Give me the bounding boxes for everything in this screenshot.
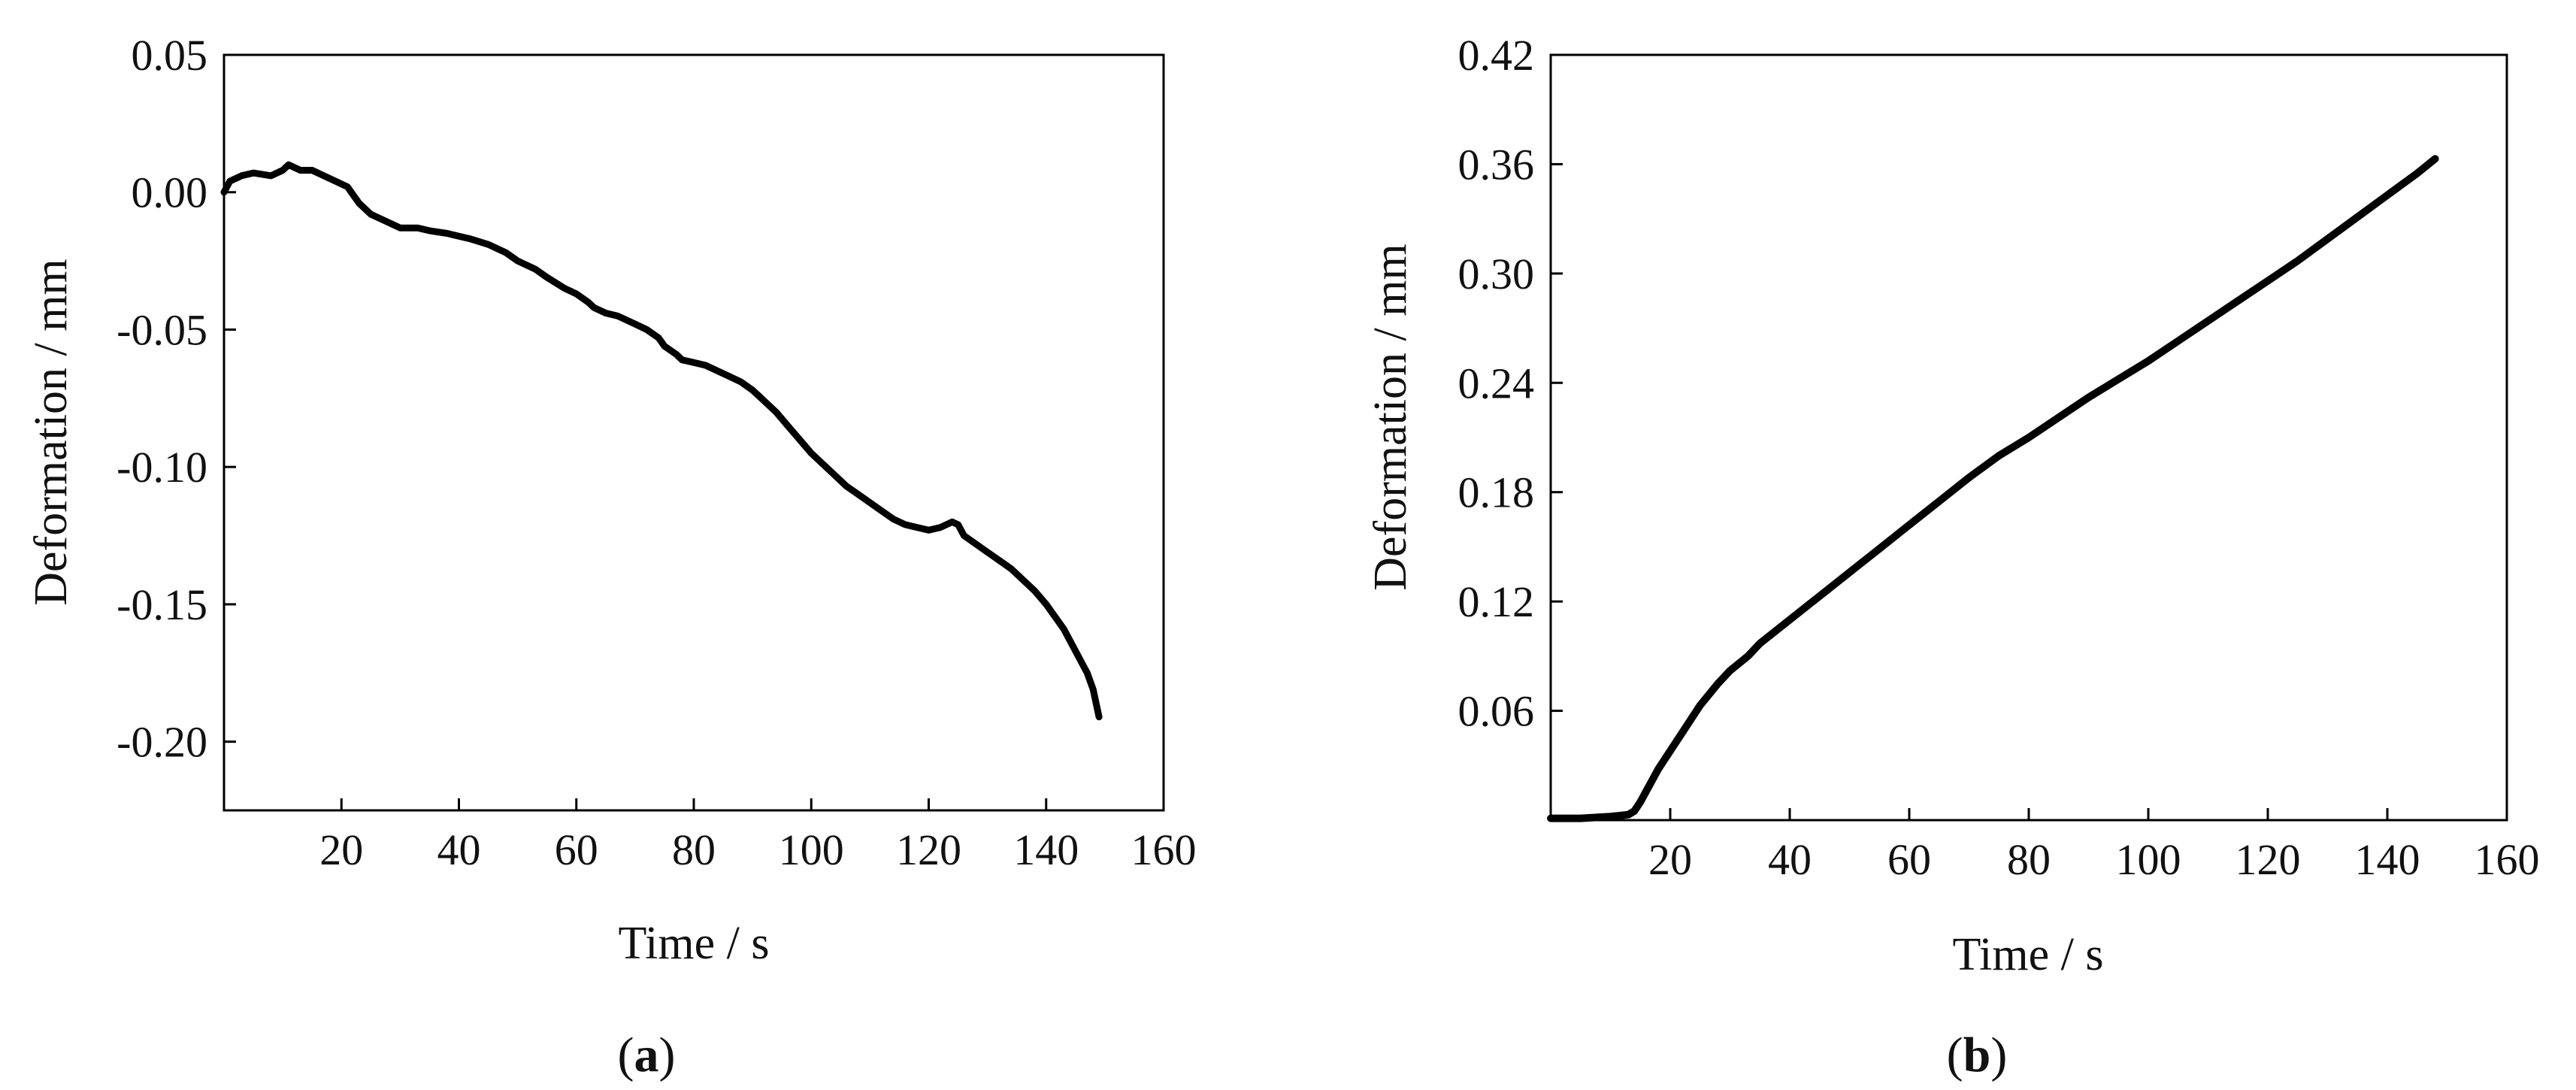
x-axis-title-b: Time / s bbox=[1952, 929, 2103, 980]
deformation-line-a bbox=[220, 161, 1103, 721]
y-tick-label: 0.30 bbox=[1458, 250, 1535, 298]
panel-label-b: b bbox=[1963, 1028, 1991, 1082]
x-tick-label: 140 bbox=[2355, 835, 2420, 884]
y-tick-label: -0.20 bbox=[117, 718, 207, 767]
x-tick-label: 60 bbox=[555, 825, 598, 874]
x-tick-label: 40 bbox=[437, 825, 481, 874]
x-tick-label: 120 bbox=[896, 825, 961, 874]
plot-frame-a bbox=[222, 53, 1165, 812]
y-tick-label: 0.18 bbox=[1458, 468, 1535, 517]
y-tick-label: -0.10 bbox=[117, 443, 207, 492]
y-tick-label: 0.12 bbox=[1458, 577, 1535, 626]
chart-panel-b: 0.06 0.12 0.18 0.24 0.30 0.36 0.42 20 40 60 80 100… bbox=[1365, 31, 2540, 1082]
x-tick-label: 20 bbox=[319, 825, 363, 874]
y-tick-label: 0.06 bbox=[1458, 687, 1535, 736]
y-tick-label: 0.42 bbox=[1458, 31, 1535, 80]
x-tick-label: 80 bbox=[672, 825, 716, 874]
y-tick-label: -0.15 bbox=[117, 580, 207, 629]
y-tick-label: 0.36 bbox=[1458, 140, 1535, 189]
x-axis-ticks-a: 20 40 60 80 100 120 140 160 bbox=[319, 798, 1197, 874]
y-tick-label: 0.24 bbox=[1458, 359, 1535, 407]
y-tick-label: 0.00 bbox=[132, 168, 208, 217]
y-tick-label: 0.05 bbox=[132, 31, 208, 80]
y-axis-title-b: Deformation / mm bbox=[1365, 244, 1416, 590]
x-axis-ticks-b: 20 40 60 80 100 120 140 160 bbox=[1648, 808, 2540, 884]
deformation-line-b bbox=[1547, 155, 2439, 822]
x-tick-label: 100 bbox=[2116, 835, 2181, 884]
x-tick-label: 100 bbox=[779, 825, 844, 874]
x-tick-label: 140 bbox=[1013, 825, 1079, 874]
chart-panel-a: 0.05 0.00 -0.05 -0.10 -0.15 -0.20 20 40 60 80 100… bbox=[26, 31, 1197, 1082]
y-axis-ticks-b: 0.06 0.12 0.18 0.24 0.30 0.36 0.42 bbox=[1458, 31, 1563, 736]
x-tick-label: 160 bbox=[1131, 825, 1197, 874]
x-axis-title-a: Time / s bbox=[618, 918, 769, 969]
x-tick-label: 160 bbox=[2475, 835, 2540, 884]
panel-label-a: a bbox=[634, 1028, 659, 1082]
y-tick-label: -0.05 bbox=[117, 305, 207, 354]
panel-caption-a: (a) bbox=[618, 1028, 676, 1082]
x-tick-label: 80 bbox=[2007, 835, 2051, 884]
panel-caption-b: (b) bbox=[1947, 1028, 2008, 1082]
x-tick-label: 20 bbox=[1648, 835, 1692, 884]
y-axis-title-a: Deformation / mm bbox=[26, 259, 77, 605]
x-tick-label: 60 bbox=[1887, 835, 1931, 884]
x-tick-label: 40 bbox=[1768, 835, 1812, 884]
y-axis-ticks-a: 0.05 0.00 -0.05 -0.10 -0.15 -0.20 bbox=[117, 31, 236, 767]
x-tick-label: 120 bbox=[2235, 835, 2301, 884]
